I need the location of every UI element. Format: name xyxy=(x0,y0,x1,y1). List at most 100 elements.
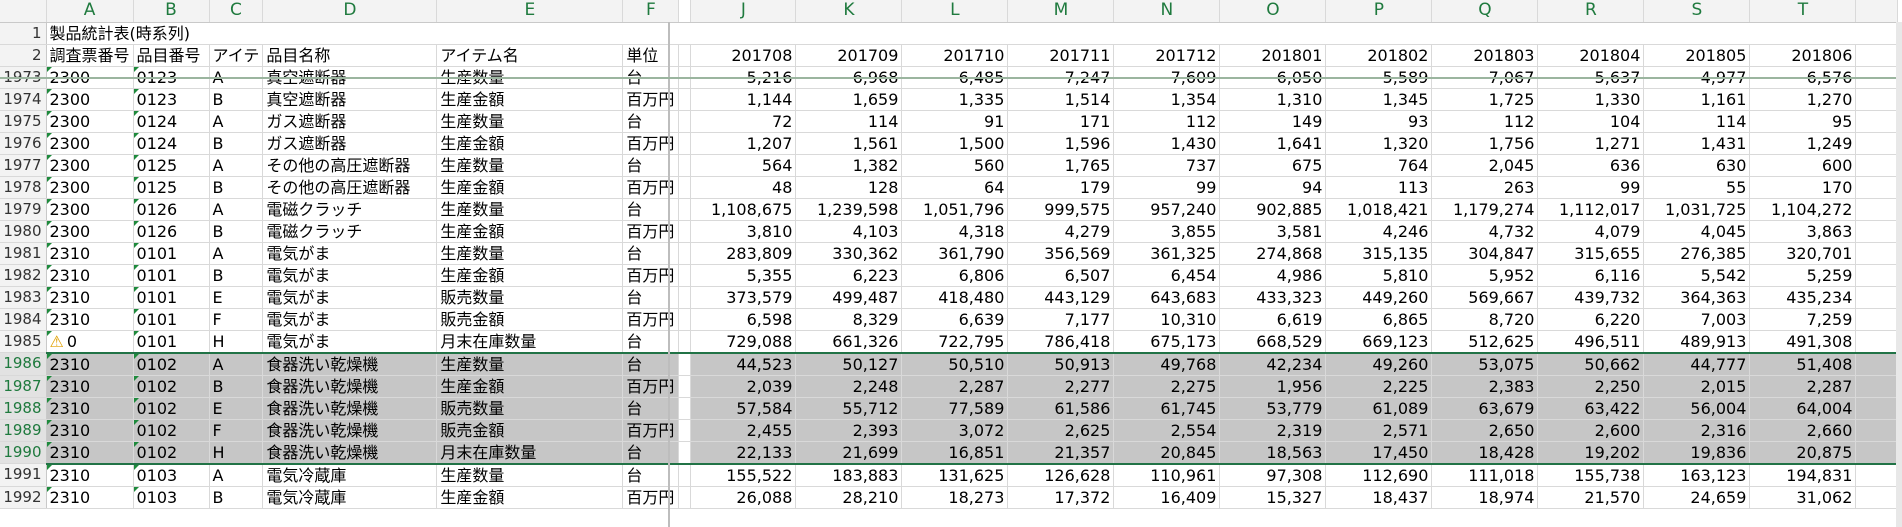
cell-value[interactable]: 171 xyxy=(1007,110,1115,133)
cell-value[interactable]: 1,659 xyxy=(795,88,903,111)
cell-item-name[interactable]: 月末在庫数量 xyxy=(436,441,624,465)
row-header[interactable]: 1989 xyxy=(0,419,47,442)
cell-unit[interactable]: 台 xyxy=(622,198,680,221)
cell-item-code[interactable]: B xyxy=(209,176,264,199)
sheet-title[interactable]: 製品統計表(時系列) xyxy=(46,22,1899,45)
cell-value[interactable]: 17,372 xyxy=(1007,486,1115,509)
cell-value[interactable]: 1,161 xyxy=(1643,88,1751,111)
cell-value[interactable]: 636 xyxy=(1537,154,1645,177)
column-header-n[interactable]: N xyxy=(1113,0,1221,23)
cell-value[interactable]: 21,357 xyxy=(1007,441,1115,465)
cell-value[interactable]: 373,579 xyxy=(690,286,797,309)
cell-value[interactable]: 7,003 xyxy=(1643,308,1751,331)
cell-survey-number[interactable]: 2310 xyxy=(46,463,134,487)
cell-value[interactable]: 330,362 xyxy=(795,242,903,265)
cell-value[interactable]: 4,279 xyxy=(1007,220,1115,243)
cell-unit[interactable]: 台 xyxy=(622,351,680,376)
cell-empty[interactable] xyxy=(1855,154,1899,177)
header-cell[interactable]: 調査票番号 xyxy=(46,44,134,67)
cell-value[interactable]: 630 xyxy=(1643,154,1751,177)
cell-value[interactable]: 1,514 xyxy=(1007,88,1115,111)
column-header-c[interactable]: C xyxy=(209,0,264,23)
cell-value[interactable]: 2,316 xyxy=(1643,419,1751,442)
cell-value[interactable]: 155,738 xyxy=(1537,463,1645,487)
header-cell[interactable] xyxy=(1855,44,1899,67)
cell-value[interactable]: 4,045 xyxy=(1643,220,1751,243)
cell-value[interactable]: 17,450 xyxy=(1325,441,1433,465)
cell-empty[interactable] xyxy=(1855,375,1899,398)
cell-value[interactable]: 786,418 xyxy=(1007,330,1115,353)
cell-item-code[interactable]: B xyxy=(209,88,264,111)
cell-value[interactable]: 3,072 xyxy=(901,419,1009,442)
cell-unit[interactable]: 台 xyxy=(622,286,680,309)
cell-item-number[interactable]: 0101 xyxy=(133,286,210,309)
cell-unit[interactable]: 百万円 xyxy=(622,220,680,243)
cell-value[interactable]: 2,660 xyxy=(1749,419,1857,442)
cell-survey-number[interactable]: 2300 xyxy=(46,154,134,177)
select-all-corner[interactable] xyxy=(0,0,47,23)
cell-empty[interactable] xyxy=(1855,397,1899,420)
cell-product-name[interactable]: 真空遮断器 xyxy=(262,88,438,111)
column-header-d[interactable]: D xyxy=(262,0,438,23)
cell-value[interactable]: 449,260 xyxy=(1325,286,1433,309)
cell-value[interactable]: 42,234 xyxy=(1219,351,1327,376)
cell-item-code[interactable]: B xyxy=(209,132,264,155)
cell-value[interactable]: 2,039 xyxy=(690,375,797,398)
header-cell[interactable]: 201711 xyxy=(1007,44,1115,67)
header-cell[interactable]: 201802 xyxy=(1325,44,1433,67)
cell-value[interactable]: 55 xyxy=(1643,176,1751,199)
cell-value[interactable]: 2,015 xyxy=(1643,375,1751,398)
cell-value[interactable]: 5,355 xyxy=(690,264,797,287)
column-header-o[interactable]: O xyxy=(1219,0,1327,23)
cell-unit[interactable]: 台 xyxy=(622,110,680,133)
cell-value[interactable]: 2,571 xyxy=(1325,419,1433,442)
cell-value[interactable]: 1,725 xyxy=(1431,88,1539,111)
row-header[interactable]: 1982 xyxy=(0,264,47,287)
cell-survey-number[interactable]: 2310 xyxy=(46,242,134,265)
cell-survey-number[interactable]: 2310 xyxy=(46,397,134,420)
cell-value[interactable]: 20,875 xyxy=(1749,441,1857,465)
cell-survey-number[interactable]: 2310 xyxy=(46,375,134,398)
row-header[interactable]: 1977 xyxy=(0,154,47,177)
cell-value[interactable]: 6,598 xyxy=(690,308,797,331)
cell-item-number[interactable]: 0125 xyxy=(133,154,210,177)
cell-value[interactable]: 91 xyxy=(901,110,1009,133)
cell-value[interactable]: 53,779 xyxy=(1219,397,1327,420)
cell-value[interactable]: 61,745 xyxy=(1113,397,1221,420)
cell-product-name[interactable]: 食器洗い乾燥機 xyxy=(262,397,438,420)
cell-value[interactable]: 50,510 xyxy=(901,351,1009,376)
cell-item-name[interactable]: 生産数量 xyxy=(436,351,624,376)
cell-empty[interactable] xyxy=(1855,419,1899,442)
cell-value[interactable]: 1,561 xyxy=(795,132,903,155)
cell-value[interactable]: 263 xyxy=(1431,176,1539,199)
cell-value[interactable]: 315,655 xyxy=(1537,242,1645,265)
cell-value[interactable]: 48 xyxy=(690,176,797,199)
cell-item-name[interactable]: 生産数量 xyxy=(436,242,624,265)
cell-value[interactable]: 114 xyxy=(795,110,903,133)
row-header[interactable]: 1979 xyxy=(0,198,47,221)
cell-unit[interactable]: 台 xyxy=(622,154,680,177)
cell-empty[interactable] xyxy=(1855,286,1899,309)
cell-product-name[interactable]: その他の高圧遮断器 xyxy=(262,176,438,199)
cell-value[interactable]: 675 xyxy=(1219,154,1327,177)
cell-value[interactable]: 8,329 xyxy=(795,308,903,331)
cell-item-number[interactable]: 0102 xyxy=(133,441,210,465)
row-header[interactable]: 1974 xyxy=(0,88,47,111)
cell-item-number[interactable]: 0101 xyxy=(133,264,210,287)
cell-value[interactable]: 1,104,272 xyxy=(1749,198,1857,221)
cell-value[interactable]: 61,586 xyxy=(1007,397,1115,420)
cell-value[interactable]: 112 xyxy=(1113,110,1221,133)
cell-product-name[interactable]: 食器洗い乾燥機 xyxy=(262,375,438,398)
cell-value[interactable]: 44,777 xyxy=(1643,351,1751,376)
cell-value[interactable]: 6,507 xyxy=(1007,264,1115,287)
cell-value[interactable]: 163,123 xyxy=(1643,463,1751,487)
cell-value[interactable]: 1,108,675 xyxy=(690,198,797,221)
header-cell[interactable]: アイテム名 xyxy=(436,44,624,67)
cell-value[interactable]: 902,885 xyxy=(1219,198,1327,221)
cell-unit[interactable]: 台 xyxy=(622,463,680,487)
row-header[interactable]: 1984 xyxy=(0,308,47,331)
header-cell[interactable]: 201709 xyxy=(795,44,903,67)
row-header[interactable]: 1987 xyxy=(0,375,47,398)
cell-value[interactable]: 600 xyxy=(1749,154,1857,177)
cell-value[interactable]: 737 xyxy=(1113,154,1221,177)
